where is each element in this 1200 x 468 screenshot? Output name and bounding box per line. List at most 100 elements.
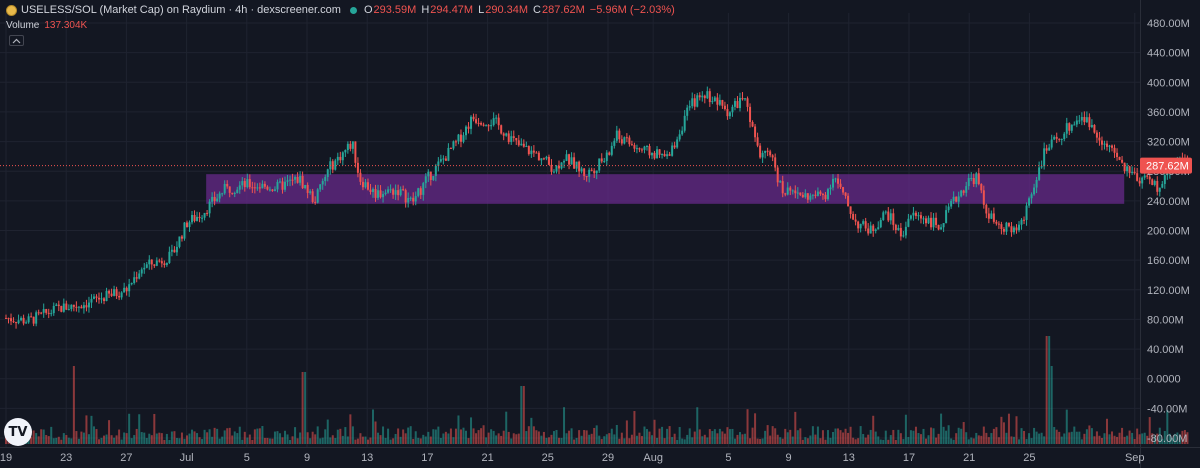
volume-bar bbox=[185, 435, 188, 444]
candle-body bbox=[736, 101, 739, 109]
candle-body bbox=[879, 220, 882, 228]
candle-body bbox=[223, 183, 226, 194]
candle-body bbox=[706, 91, 709, 99]
candle-body bbox=[459, 134, 462, 142]
volume-bar bbox=[92, 426, 95, 444]
candle-body bbox=[857, 221, 860, 229]
volume-bar bbox=[281, 437, 284, 444]
candle-body bbox=[789, 187, 792, 191]
tradingview-logo[interactable]: TV bbox=[4, 418, 32, 446]
volume-bar bbox=[331, 435, 334, 444]
volume-bar bbox=[1141, 433, 1144, 444]
volume-bar bbox=[701, 436, 704, 444]
candle-body bbox=[216, 198, 219, 202]
volume-bar bbox=[155, 433, 158, 444]
volume-bar bbox=[1065, 409, 1068, 444]
volume-bar bbox=[902, 439, 905, 444]
volume-bar bbox=[314, 434, 317, 444]
candle-body bbox=[1068, 123, 1071, 131]
candle-body bbox=[477, 122, 480, 124]
volume-bar bbox=[872, 415, 875, 444]
candle-body bbox=[756, 137, 759, 146]
volume-bar bbox=[90, 415, 93, 444]
candle-body bbox=[432, 176, 435, 180]
candle-body bbox=[774, 157, 777, 168]
candle-body bbox=[336, 156, 339, 161]
candle-body bbox=[364, 182, 367, 188]
volume-bar bbox=[82, 432, 85, 444]
volume-bar bbox=[480, 428, 483, 444]
time-tick-label: Jul bbox=[180, 452, 194, 464]
volume-bar bbox=[495, 435, 498, 444]
volume-bar bbox=[100, 437, 103, 444]
candle-body bbox=[1035, 179, 1038, 188]
candle-body bbox=[392, 189, 395, 195]
volume-bar bbox=[485, 437, 488, 444]
volume-bar bbox=[653, 419, 656, 444]
candle-body bbox=[1088, 117, 1091, 128]
volume-bar bbox=[854, 439, 857, 444]
ohlc-open-value: 293.59M bbox=[373, 4, 417, 16]
candle-body bbox=[580, 168, 583, 172]
collapse-legend-button[interactable] bbox=[9, 35, 24, 46]
candle-body bbox=[414, 196, 417, 202]
candle-body bbox=[530, 150, 533, 155]
candle-body bbox=[640, 149, 643, 151]
volume-bar bbox=[691, 437, 694, 444]
current-price-label: 287.62M bbox=[1146, 161, 1189, 173]
candle-body bbox=[454, 141, 457, 143]
candle-body bbox=[22, 317, 25, 324]
candle-body bbox=[319, 184, 322, 190]
candle-body bbox=[507, 133, 510, 143]
price-tick-label: 400.00M bbox=[1147, 77, 1190, 89]
volume-bar bbox=[1103, 433, 1106, 444]
candle-body bbox=[970, 178, 973, 180]
candle-body bbox=[175, 246, 178, 253]
candle-body bbox=[135, 277, 138, 279]
candle-body bbox=[193, 214, 196, 221]
candle-body bbox=[552, 171, 555, 173]
candle-body bbox=[701, 95, 704, 98]
time-tick-label: 29 bbox=[602, 452, 614, 464]
candle-body bbox=[545, 156, 548, 159]
volume-bar bbox=[125, 433, 128, 444]
volume-bar bbox=[351, 426, 354, 444]
candle-body bbox=[1005, 222, 1008, 232]
candle-body bbox=[937, 224, 940, 230]
volume-bar bbox=[708, 429, 711, 444]
volume-bar bbox=[246, 437, 249, 444]
volume-bar bbox=[37, 436, 40, 444]
candle-body bbox=[605, 152, 608, 161]
candle-body bbox=[1007, 222, 1010, 227]
volume-bar bbox=[459, 429, 462, 444]
volume-bar bbox=[744, 433, 747, 444]
volume-bar bbox=[160, 433, 163, 444]
candle-body bbox=[746, 98, 749, 107]
candle-body bbox=[666, 154, 669, 157]
candle-body bbox=[173, 249, 176, 253]
candle-body bbox=[537, 152, 540, 161]
candle-body bbox=[203, 212, 206, 218]
time-tick-label: 13 bbox=[843, 452, 855, 464]
volume-bar bbox=[286, 434, 289, 444]
candle-body bbox=[540, 158, 543, 161]
candle-body bbox=[957, 196, 960, 202]
candle-body bbox=[241, 181, 244, 186]
candle-body bbox=[525, 146, 528, 148]
volume-bar bbox=[414, 431, 417, 444]
volume-bar bbox=[1053, 427, 1056, 444]
candle-body bbox=[271, 189, 274, 191]
volume-bar bbox=[1173, 433, 1176, 444]
volume-bar bbox=[852, 437, 855, 444]
candle-body bbox=[769, 151, 772, 156]
ohlc-high-key: H bbox=[421, 4, 430, 16]
volume-bar bbox=[120, 439, 123, 444]
time-tick-label: 27 bbox=[120, 452, 132, 464]
candle-body bbox=[258, 187, 261, 189]
candle-body bbox=[651, 152, 654, 156]
volume-bar bbox=[1078, 431, 1081, 444]
candle-body bbox=[628, 137, 631, 145]
volume-bar bbox=[196, 433, 199, 444]
volume-bar bbox=[349, 414, 352, 444]
